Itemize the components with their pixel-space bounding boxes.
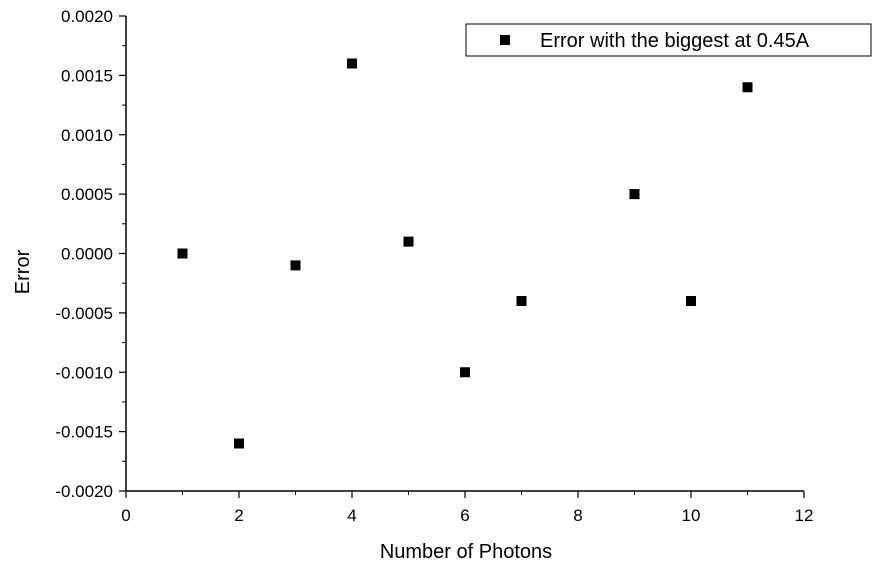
- data-point: [516, 296, 527, 306]
- x-tick-label: 12: [795, 506, 814, 525]
- data-point: [234, 438, 244, 449]
- data-point: [742, 82, 753, 93]
- y-tick-label: -0.0005: [55, 304, 113, 323]
- x-tick-label: 2: [234, 506, 243, 525]
- y-tick-label: 0.0020: [61, 7, 113, 26]
- y-tick-label: -0.0010: [55, 363, 113, 382]
- y-tick-label: -0.0015: [55, 423, 113, 442]
- x-tick-label: 8: [573, 506, 582, 525]
- legend-label: Error with the biggest at 0.45A: [540, 30, 810, 52]
- data-point: [686, 296, 696, 306]
- x-tick-label: 10: [682, 506, 701, 525]
- data-point: [347, 58, 357, 69]
- y-tick-label: 0.0000: [61, 245, 113, 264]
- y-tick-label: -0.0020: [55, 482, 113, 501]
- x-axis-title: Number of Photons: [380, 541, 552, 563]
- data-point: [403, 236, 414, 247]
- x-tick-label: 4: [347, 506, 356, 525]
- data-point: [629, 189, 640, 200]
- y-tick-label: 0.0010: [61, 126, 113, 145]
- y-axis-ticks: 0.0020 0.0015 0.0010 0.0005 0.0000 -0.0005 -0.…: [55, 7, 126, 501]
- y-axis-title: Error: [12, 249, 34, 294]
- legend: Error with the biggest at 0.45A: [465, 23, 872, 57]
- axes: [125, 16, 804, 492]
- data-point: [290, 260, 301, 271]
- y-tick-label: 0.0015: [61, 66, 113, 85]
- x-tick-label: 6: [460, 506, 469, 525]
- legend-marker: [500, 35, 510, 45]
- legend-box: [465, 23, 872, 57]
- y-tick-label: 0.0005: [61, 185, 113, 204]
- x-tick-label: 0: [121, 506, 130, 525]
- data-points: [177, 58, 753, 449]
- data-point: [177, 248, 188, 259]
- x-axis-ticks: 0 2 4 6 8 10 12: [121, 491, 813, 525]
- data-point: [460, 367, 470, 378]
